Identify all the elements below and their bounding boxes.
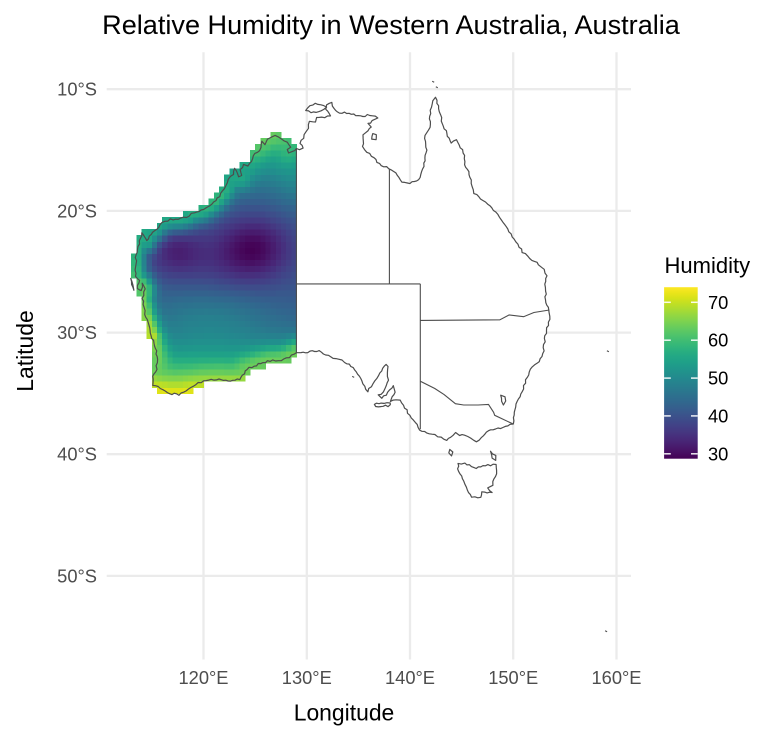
svg-text:160°E: 160°E [591,667,641,688]
svg-text:50: 50 [708,368,728,389]
svg-text:Longitude: Longitude [294,700,395,726]
svg-text:Relative Humidity in Western A: Relative Humidity in Western Australia, … [102,9,681,40]
svg-text:30°S: 30°S [57,322,97,343]
svg-text:150°E: 150°E [488,667,538,688]
svg-text:120°E: 120°E [178,667,228,688]
svg-text:30: 30 [708,443,728,464]
svg-text:140°E: 140°E [385,667,435,688]
svg-text:20°S: 20°S [57,200,97,221]
svg-text:130°E: 130°E [282,667,332,688]
svg-text:70: 70 [708,292,728,313]
svg-text:Latitude: Latitude [12,310,38,391]
svg-text:Humidity: Humidity [665,253,751,278]
svg-text:40°S: 40°S [57,444,97,465]
svg-text:50°S: 50°S [57,565,97,586]
svg-text:10°S: 10°S [57,79,97,100]
svg-text:60: 60 [708,330,728,351]
svg-text:40: 40 [708,405,728,426]
